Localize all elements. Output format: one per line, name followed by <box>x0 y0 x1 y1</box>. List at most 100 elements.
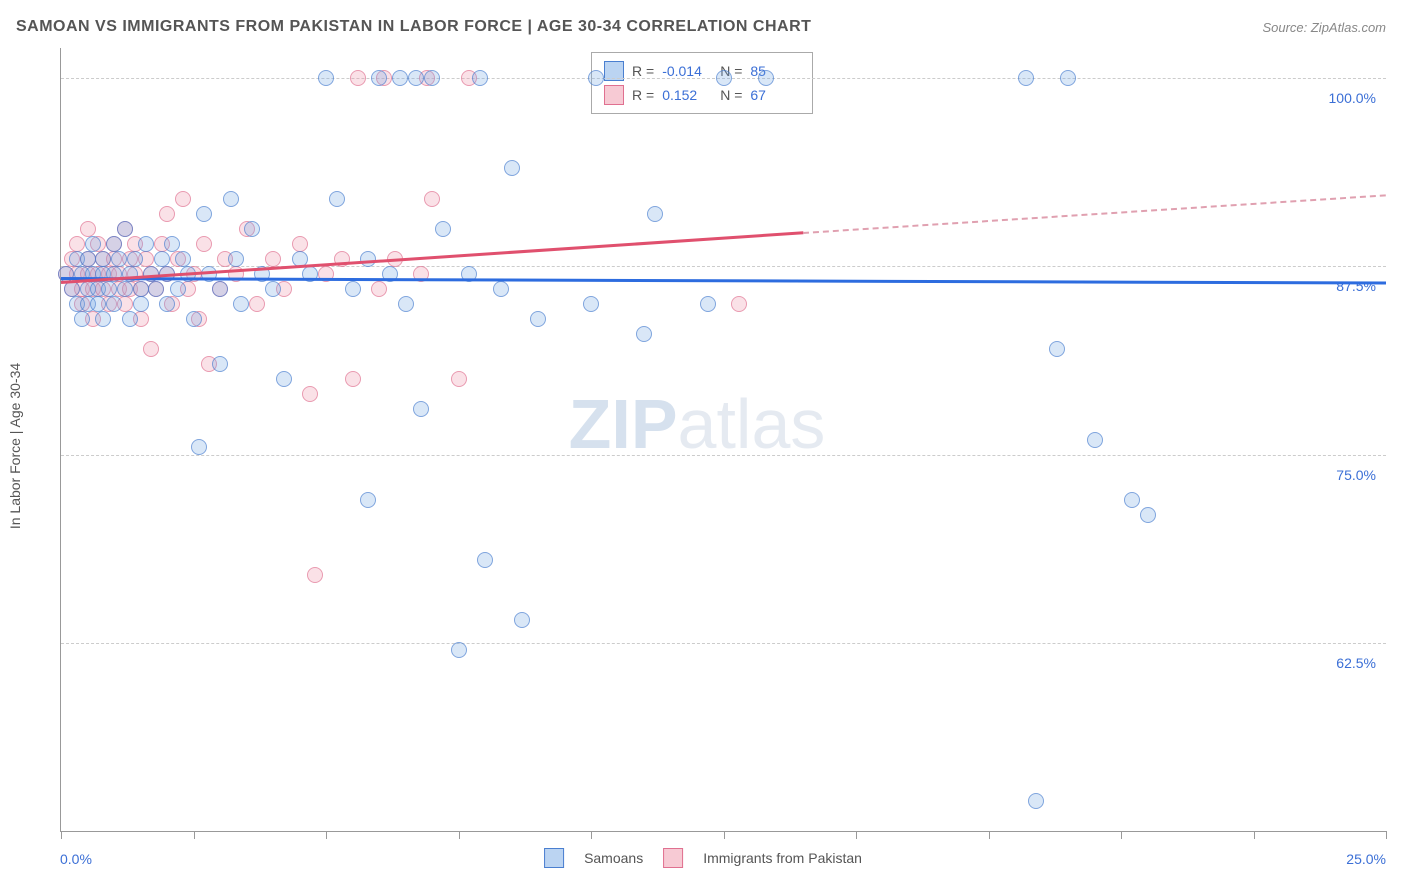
data-point-blue <box>329 191 345 207</box>
data-point-blue <box>133 296 149 312</box>
data-point-blue <box>212 281 228 297</box>
xtick <box>326 831 327 839</box>
data-point-blue <box>228 251 244 267</box>
data-point-blue <box>117 281 133 297</box>
data-point-blue <box>117 221 133 237</box>
data-point-blue <box>493 281 509 297</box>
data-point-blue <box>148 281 164 297</box>
watermark-bold: ZIP <box>569 385 678 463</box>
data-point-blue <box>588 70 604 86</box>
data-point-blue <box>175 251 191 267</box>
data-point-blue <box>1140 507 1156 523</box>
data-point-blue <box>1087 432 1103 448</box>
r-label: R = <box>632 63 654 79</box>
xtick <box>591 831 592 839</box>
xtick <box>459 831 460 839</box>
data-point-blue <box>1018 70 1034 86</box>
data-point-blue <box>477 552 493 568</box>
data-point-blue <box>244 221 260 237</box>
data-point-pink <box>731 296 747 312</box>
data-point-blue <box>164 236 180 252</box>
legend-swatch-blue-icon <box>544 848 564 868</box>
data-point-pink <box>302 386 318 402</box>
data-point-blue <box>212 356 228 372</box>
data-point-pink <box>307 567 323 583</box>
data-point-blue <box>758 70 774 86</box>
data-point-blue <box>392 70 408 86</box>
data-point-pink <box>175 191 191 207</box>
data-point-blue <box>1060 70 1076 86</box>
data-point-blue <box>154 251 170 267</box>
data-point-blue <box>408 70 424 86</box>
ytick-label: 100.0% <box>1329 90 1376 106</box>
data-point-blue <box>1049 341 1065 357</box>
data-point-blue <box>90 296 106 312</box>
data-point-pink <box>350 70 366 86</box>
legend: Samoans Immigrants from Pakistan <box>544 848 862 868</box>
data-point-blue <box>101 281 117 297</box>
data-point-pink <box>80 221 96 237</box>
xtick <box>1386 831 1387 839</box>
data-point-blue <box>398 296 414 312</box>
r-value-blue: -0.014 <box>662 63 712 79</box>
data-point-blue <box>170 281 186 297</box>
data-point-pink <box>424 191 440 207</box>
data-point-blue <box>1028 793 1044 809</box>
r-label: R = <box>632 87 654 103</box>
xtick <box>61 831 62 839</box>
n-value-pink: 67 <box>750 87 800 103</box>
n-label: N = <box>720 87 742 103</box>
data-point-blue <box>80 251 96 267</box>
data-point-blue <box>74 311 90 327</box>
data-point-pink <box>451 371 467 387</box>
chart-title: SAMOAN VS IMMIGRANTS FROM PAKISTAN IN LA… <box>16 18 811 36</box>
data-point-pink <box>345 371 361 387</box>
data-point-blue <box>159 296 175 312</box>
data-point-blue <box>424 70 440 86</box>
data-point-blue <box>186 311 202 327</box>
data-point-pink <box>265 251 281 267</box>
data-point-blue <box>106 236 122 252</box>
data-point-pink <box>159 206 175 222</box>
xtick <box>1254 831 1255 839</box>
data-point-blue <box>95 251 111 267</box>
xtick <box>856 831 857 839</box>
data-point-blue <box>371 70 387 86</box>
data-point-pink <box>292 236 308 252</box>
r-value-pink: 0.152 <box>662 87 712 103</box>
correlation-info-box: R = -0.014 N = 85 R = 0.152 N = 67 <box>591 52 813 114</box>
data-point-blue <box>583 296 599 312</box>
data-point-pink <box>196 236 212 252</box>
data-point-blue <box>191 439 207 455</box>
data-point-pink <box>143 341 159 357</box>
data-point-blue <box>85 236 101 252</box>
data-point-blue <box>530 311 546 327</box>
data-point-blue <box>111 251 127 267</box>
data-point-pink <box>69 236 85 252</box>
data-point-blue <box>472 70 488 86</box>
data-point-blue <box>64 281 80 297</box>
watermark-light: atlas <box>678 385 826 463</box>
data-point-blue <box>233 296 249 312</box>
gridline-h <box>61 643 1386 644</box>
data-point-blue <box>223 191 239 207</box>
data-point-blue <box>360 251 376 267</box>
trendline-pink-dash <box>803 194 1386 234</box>
data-point-blue <box>435 221 451 237</box>
data-point-pink <box>371 281 387 297</box>
xtick <box>194 831 195 839</box>
correlation-row-pink: R = 0.152 N = 67 <box>604 83 800 107</box>
data-point-blue <box>504 160 520 176</box>
data-point-blue <box>636 326 652 342</box>
xtick <box>989 831 990 839</box>
data-point-blue <box>133 281 149 297</box>
watermark: ZIPatlas <box>569 384 826 464</box>
data-point-blue <box>95 311 111 327</box>
data-point-pink <box>249 296 265 312</box>
xtick <box>1121 831 1122 839</box>
data-point-blue <box>700 296 716 312</box>
data-point-blue <box>345 281 361 297</box>
x-axis-label-max: 25.0% <box>1346 851 1386 867</box>
ytick-label: 62.5% <box>1336 655 1376 671</box>
data-point-blue <box>265 281 281 297</box>
